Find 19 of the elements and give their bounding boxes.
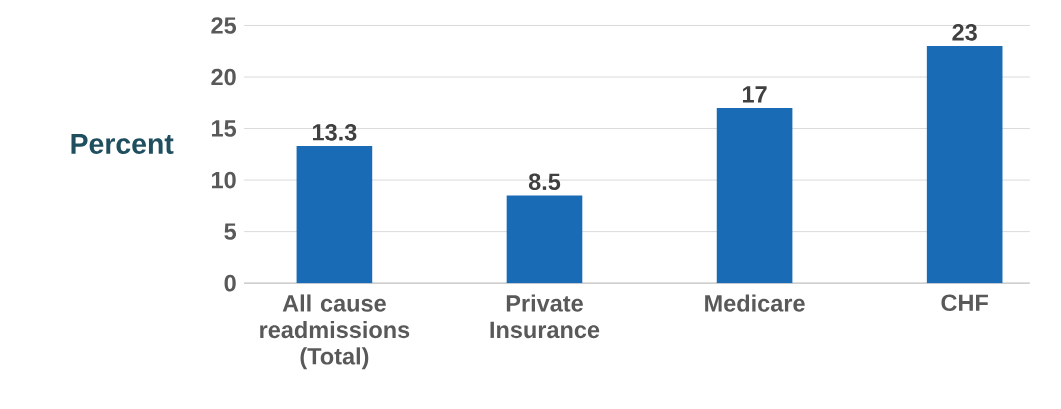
y-axis-title: Percent (71, 134, 174, 155)
bar (926, 46, 1003, 284)
x-tick-label: CHF (941, 294, 988, 312)
data-label: 13.3 (313, 124, 357, 141)
bar (716, 108, 793, 284)
y-tick-label: 20 (211, 68, 236, 86)
bar (506, 195, 583, 284)
data-label: 8.5 (528, 173, 561, 191)
y-tick-label: 0 (224, 275, 236, 292)
y-tick-label: 25 (211, 17, 237, 35)
y-tick-label: 5 (224, 223, 237, 241)
x-tick-label: Medicare (705, 294, 805, 312)
x-tick-label: All cause readmissions (Total) (260, 294, 410, 370)
y-tick-label: 10 (212, 171, 236, 189)
x-tick-label: Private Insurance (490, 294, 600, 339)
data-label: 23 (952, 24, 977, 41)
data-label: 17 (742, 86, 767, 103)
y-tick-label: 15 (212, 120, 237, 137)
bar (296, 146, 373, 284)
